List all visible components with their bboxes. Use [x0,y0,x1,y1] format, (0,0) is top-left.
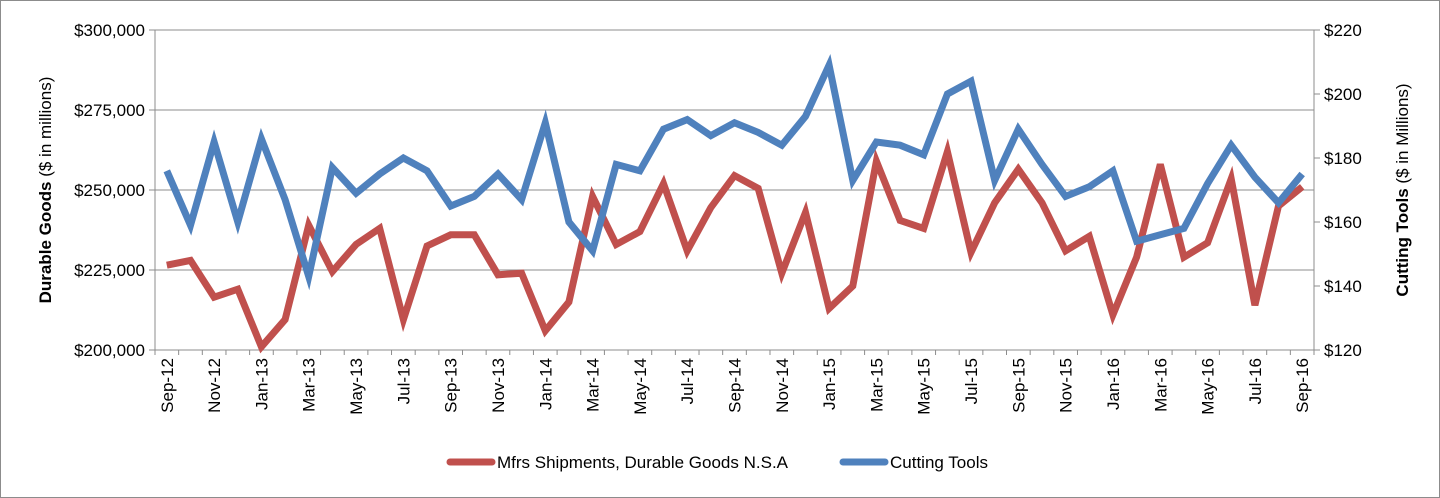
x-tick-label: May-13 [347,358,366,415]
right-tick-label: $200 [1324,85,1362,104]
left-axis-title-rest: ($ in millions) [36,77,55,182]
right-axis-ticks: $120 $140 $160 $180 $200 $220 [1314,21,1362,360]
x-tick-label: Jan-13 [252,358,271,410]
x-tick-label: Nov-13 [489,358,508,413]
x-tick-label: Mar-16 [1151,358,1170,412]
right-axis-title-rest: ($ in Millions) [1393,83,1412,188]
x-tick-label: May-15 [915,358,934,415]
series-lines [163,54,1305,354]
left-tick-label: $225,000 [74,261,145,280]
x-tick-label: Jan-15 [820,358,839,410]
x-tick-label: Mar-15 [867,358,886,412]
series-line-cutting-tools [163,54,1305,291]
left-axis-title: Durable Goods ($ in millions) [36,77,55,304]
legend-label-durable-goods: Mfrs Shipments, Durable Goods N.S.A [497,453,789,472]
left-tick-label: $275,000 [74,101,145,120]
x-tick-label: Sep-14 [726,358,745,413]
legend: Mfrs Shipments, Durable Goods N.S.A Cutt… [446,453,988,472]
right-tick-label: $220 [1324,21,1362,40]
right-axis-title: Cutting Tools ($ in Millions) [1393,83,1412,296]
left-tick-label: $200,000 [74,341,145,360]
x-tick-label: Sep-15 [1009,358,1028,413]
x-tick-label: Jul-14 [678,358,697,404]
right-tick-label: $120 [1324,341,1362,360]
legend-label-cutting-tools: Cutting Tools [890,453,988,472]
left-axis-title-bold: Durable Goods [36,182,55,304]
right-tick-label: $140 [1324,277,1362,296]
right-tick-label: $160 [1324,213,1362,232]
x-tick-label: Jan-16 [1104,358,1123,410]
series-line-durable-goods [166,138,1305,354]
left-axis-ticks: $200,000 $225,000 $250,000 $275,000 $300,000 [74,21,155,360]
x-tick-label: Mar-14 [584,358,603,412]
x-tick-label: Nov-12 [205,358,224,413]
right-axis-title-bold: Cutting Tools [1393,188,1412,296]
right-tick-label: $180 [1324,149,1362,168]
x-tick-label: Jul-13 [394,358,413,404]
left-tick-label: $250,000 [74,181,145,200]
x-tick-label: Mar-13 [300,358,319,412]
x-tick-label: Nov-15 [1057,358,1076,413]
x-tick-label: Sep-16 [1293,358,1312,413]
left-tick-label: $300,000 [74,21,145,40]
x-axis-ticks: Sep-12 Nov-12 Jan-13 Mar-13 May-13 Jul-13 Sep-… [154,350,1315,415]
x-tick-label: Nov-14 [773,358,792,413]
x-tick-label: May-16 [1199,358,1218,415]
x-tick-label: Sep-13 [442,358,461,413]
x-tick-label: Jan-14 [536,358,555,410]
x-tick-label: May-14 [631,358,650,415]
x-tick-label: Jul-16 [1246,358,1265,404]
x-tick-label: Sep-12 [158,358,177,413]
x-tick-label: Jul-15 [962,358,981,404]
